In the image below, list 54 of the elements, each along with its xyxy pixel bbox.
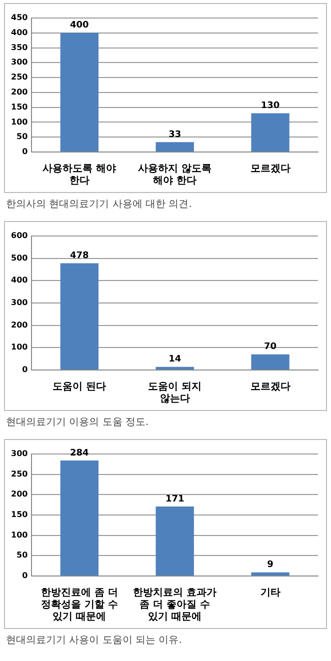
bar	[156, 506, 194, 576]
x-tick-label: 모르겠다	[250, 164, 290, 175]
data-label: 284	[70, 448, 89, 458]
y-tick-label: 200	[10, 320, 28, 330]
x-tick-label: 모르겠다	[250, 382, 290, 393]
y-tick-label: 300	[10, 58, 28, 67]
y-tick-label: 350	[10, 42, 28, 52]
x-tick-label: 한방진료에 좀 더 정확성을 기할 수 있기 때문에	[40, 588, 118, 623]
x-tick-label: 사용하도록 해야 한다	[42, 164, 116, 187]
y-tick-label: 150	[10, 102, 28, 112]
data-label: 400	[70, 20, 89, 31]
y-tick-label: 250	[10, 469, 28, 478]
y-tick-label: 0	[22, 571, 28, 580]
y-tick-label: 200	[10, 490, 28, 499]
data-label: 70	[264, 342, 277, 352]
y-tick-label: 100	[10, 342, 28, 352]
bar	[60, 460, 99, 576]
y-tick-label: 450	[10, 13, 28, 22]
data-label: 478	[70, 251, 89, 262]
text: 현대의료기기 이용의 도움 정도.	[6, 416, 150, 429]
y-tick-label: 400	[10, 28, 28, 37]
y-tick-label: 200	[10, 88, 28, 97]
text: 현대의료기기 사용이 도움이 되는 이유.	[6, 634, 183, 647]
bar	[251, 572, 290, 576]
bar	[156, 142, 194, 152]
y-tick-label: 50	[16, 132, 28, 142]
data-label: 14	[168, 354, 182, 365]
y-tick-label: 600	[10, 231, 28, 240]
bar	[60, 32, 99, 152]
x-tick-label: 사용하지 않도록 해야 한다	[138, 164, 212, 187]
y-tick-label: 150	[10, 510, 28, 520]
y-tick-label: 400	[10, 276, 28, 285]
data-label: 9	[267, 560, 274, 570]
data-label: 33	[168, 130, 182, 140]
x-tick-label: 기타	[260, 588, 280, 599]
data-label: 171	[165, 494, 184, 504]
text: 한의사의 현대의료기기 사용에 대한 의견.	[6, 198, 193, 211]
y-tick-label: 0	[22, 365, 28, 374]
bar	[251, 113, 290, 152]
y-tick-label: 100	[10, 117, 28, 126]
bar	[156, 366, 194, 370]
data-label: 130	[260, 101, 280, 112]
bar	[251, 354, 290, 370]
x-tick-label: 도움이 되지 않는다	[148, 382, 202, 405]
y-tick-label: 250	[10, 72, 28, 82]
y-tick-label: 500	[10, 253, 28, 262]
y-tick-label: 300	[10, 449, 28, 458]
y-tick-label: 100	[10, 530, 28, 540]
bar	[60, 263, 99, 370]
y-tick-label: 50	[16, 550, 28, 560]
x-tick-label: 도움이 된다	[52, 382, 106, 393]
y-tick-label: 300	[10, 298, 28, 308]
y-tick-label: 0	[22, 147, 28, 156]
x-tick-label: 한방치료의 효과가 좀 더 좋아질 수 있기 때문에	[133, 588, 217, 623]
